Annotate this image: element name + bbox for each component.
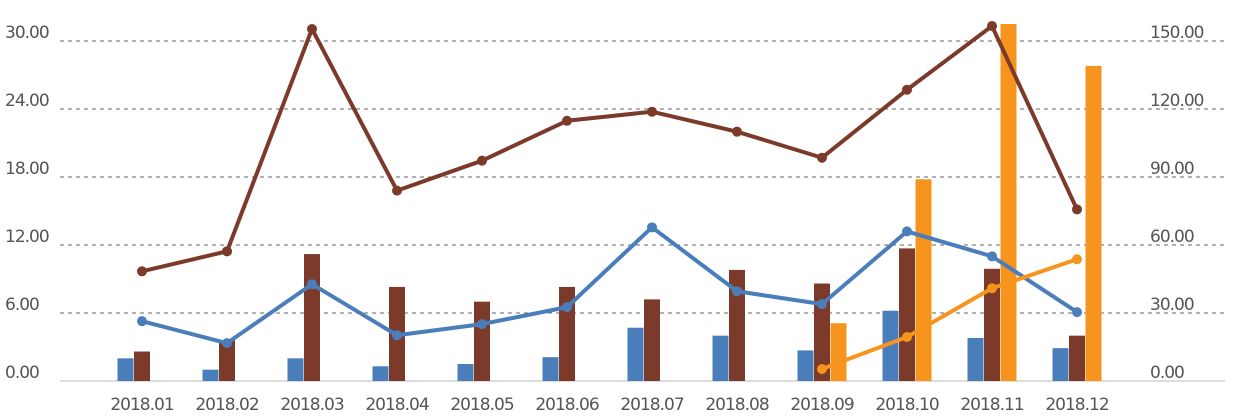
- line-point: [392, 185, 402, 196]
- bar: [202, 369, 219, 381]
- bar: [1069, 335, 1085, 381]
- line-point: [307, 23, 317, 34]
- bar: [644, 299, 660, 381]
- bar: [814, 283, 830, 381]
- line-point: [902, 226, 912, 237]
- line-point: [222, 246, 232, 257]
- bar: [882, 310, 899, 381]
- y2-tick-label: 150.00: [1150, 23, 1204, 43]
- line-point: [902, 84, 912, 95]
- y2-tick-label: 0.00: [1150, 363, 1184, 383]
- line-point: [1072, 307, 1082, 318]
- bar: [304, 254, 320, 381]
- bar: [117, 358, 134, 381]
- x-tick-label: 2018.01: [110, 395, 173, 415]
- line-point: [647, 106, 657, 117]
- y-tick-label: 30.00: [5, 23, 49, 43]
- line-point: [477, 155, 487, 166]
- bar: [729, 269, 745, 381]
- bar: [899, 248, 915, 381]
- bar: [627, 327, 644, 381]
- line-point: [1072, 204, 1082, 215]
- bar: [542, 357, 559, 381]
- line-point: [817, 152, 827, 163]
- y2-tick-label: 90.00: [1150, 159, 1194, 179]
- bar: [1085, 65, 1102, 381]
- line: [821, 257, 1078, 371]
- line-point: [477, 319, 487, 330]
- line-point: [392, 330, 402, 341]
- x-tick-label: 2018.08: [705, 395, 768, 415]
- line-point: [732, 286, 742, 297]
- bar: [967, 337, 984, 381]
- x-tick-label: 2018.05: [450, 395, 513, 415]
- x-tick-label: 2018.02: [195, 395, 258, 415]
- bar: [287, 358, 304, 381]
- line: [141, 225, 1079, 346]
- x-tick-label: 2018.03: [280, 395, 343, 415]
- x-tick-label: 2018.11: [960, 395, 1023, 415]
- bar: [797, 350, 814, 381]
- bar: [559, 286, 575, 381]
- bar: [372, 366, 389, 381]
- bar: [1000, 24, 1017, 381]
- x-tick-label: 2018.06: [535, 395, 598, 415]
- x-tick-label: 2018.04: [365, 395, 428, 415]
- line-point: [1072, 254, 1082, 265]
- x-tick-label: 2018.07: [620, 395, 683, 415]
- bar: [219, 340, 235, 381]
- y-tick-label: 0.00: [5, 363, 39, 383]
- y-tick-label: 12.00: [5, 227, 49, 247]
- y-tick-label: 18.00: [5, 159, 49, 179]
- bar: [457, 364, 474, 381]
- line-point: [817, 363, 827, 374]
- y-tick-label: 24.00: [5, 91, 49, 111]
- y-tick-label: 6.00: [5, 295, 39, 315]
- line-point: [987, 251, 997, 262]
- x-tick-label: 2018.10: [875, 395, 938, 415]
- line: [141, 24, 1079, 274]
- line-point: [137, 266, 147, 277]
- x-tick-label: 2018.09: [790, 395, 853, 415]
- bar: [915, 179, 932, 381]
- line-point: [137, 316, 147, 327]
- bar: [984, 268, 1000, 381]
- y2-tick-label: 60.00: [1150, 227, 1194, 247]
- bar: [712, 335, 729, 381]
- line-point: [562, 115, 572, 126]
- line-point: [987, 21, 997, 32]
- line-point: [817, 299, 827, 310]
- bar: [474, 301, 490, 381]
- line-point: [647, 222, 657, 233]
- bar: [1052, 348, 1069, 381]
- y2-tick-label: 30.00: [1150, 295, 1194, 315]
- line-point: [987, 283, 997, 294]
- line-point: [307, 279, 317, 290]
- x-tick-label: 2018.12: [1045, 395, 1108, 415]
- y2-tick-label: 120.00: [1150, 91, 1204, 111]
- line-point: [222, 338, 232, 349]
- line-point: [562, 302, 572, 313]
- line-point: [902, 332, 912, 343]
- line-point: [732, 126, 742, 137]
- bar: [830, 323, 847, 381]
- bar: [134, 351, 150, 381]
